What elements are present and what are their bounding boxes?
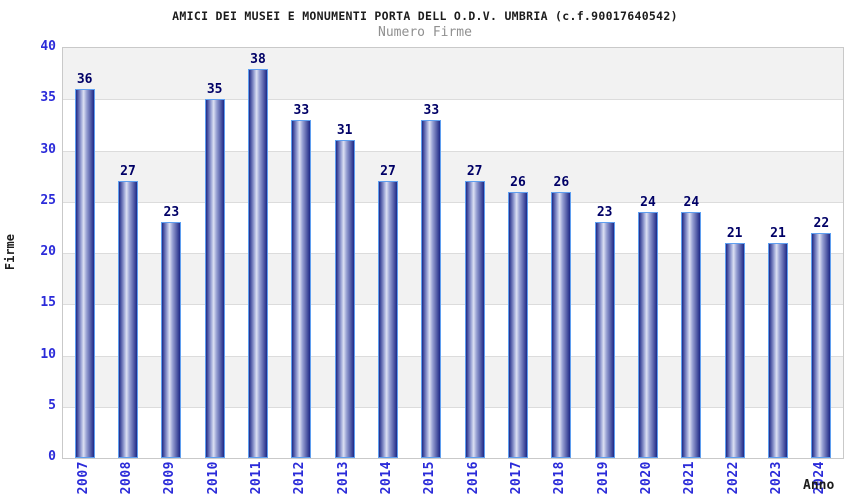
bar bbox=[378, 181, 398, 458]
x-tick-label: 2010 bbox=[205, 461, 221, 495]
bar-value-label: 23 bbox=[596, 205, 613, 221]
bar-value-label: 21 bbox=[726, 225, 743, 241]
grid-band bbox=[63, 304, 843, 356]
y-tick-label: 20 bbox=[40, 244, 56, 259]
bar-value-label: 26 bbox=[553, 174, 570, 190]
grid-line bbox=[63, 253, 843, 254]
bar-value-label: 31 bbox=[336, 123, 353, 139]
y-tick-label: 40 bbox=[40, 39, 56, 54]
plot-area: 36 27 23 35 38 33 31 27 33 27 26 26 23 24 24 21 21 22 bbox=[62, 47, 844, 459]
bar bbox=[118, 181, 138, 458]
x-tick-label: 2013 bbox=[335, 461, 351, 495]
bar bbox=[464, 181, 485, 458]
grid-band bbox=[63, 253, 843, 305]
bar bbox=[724, 242, 745, 458]
bar bbox=[74, 89, 95, 458]
x-tick-label: 2014 bbox=[379, 461, 394, 495]
bar-value-label: 36 bbox=[76, 72, 93, 87]
y-tick-label: 30 bbox=[40, 141, 56, 157]
bar-value-label: 21 bbox=[770, 225, 786, 241]
bar-value-label: 26 bbox=[510, 174, 526, 190]
grid-band bbox=[63, 406, 843, 458]
bar bbox=[248, 68, 268, 458]
bar-value-label: 27 bbox=[120, 164, 136, 180]
bar-value-label: 27 bbox=[380, 164, 396, 180]
bar bbox=[768, 242, 788, 458]
bar-value-label: 33 bbox=[293, 102, 310, 118]
grid-line bbox=[63, 406, 843, 408]
bar bbox=[204, 99, 225, 458]
x-tick-label: 2008 bbox=[119, 461, 134, 495]
x-tick-label: 2018 bbox=[552, 461, 568, 495]
x-tick-label: 2020 bbox=[639, 461, 654, 495]
chart-subtitle: Numero Firme bbox=[378, 25, 472, 40]
x-tick-label: 2009 bbox=[162, 461, 178, 495]
bar bbox=[508, 191, 528, 458]
grid-band bbox=[63, 355, 843, 407]
y-tick-label: 15 bbox=[40, 295, 56, 311]
x-tick-label: 2019 bbox=[595, 461, 611, 495]
grid-band bbox=[63, 150, 843, 202]
bar-value-label: 23 bbox=[163, 205, 180, 221]
x-tick-label: 2012 bbox=[292, 461, 308, 495]
grid-band bbox=[63, 99, 843, 151]
x-tick-label: 2011 bbox=[249, 461, 264, 495]
x-tick-label: 2022 bbox=[725, 461, 741, 495]
bar-value-label: 38 bbox=[250, 51, 266, 67]
x-tick-label: 2016 bbox=[465, 461, 481, 495]
grid-line bbox=[63, 150, 843, 152]
y-tick-label: 35 bbox=[40, 90, 56, 106]
bar-value-label: 27 bbox=[466, 164, 483, 180]
bar bbox=[334, 140, 355, 458]
bar bbox=[291, 119, 312, 458]
grid-band bbox=[63, 48, 843, 100]
x-tick-label: 2007 bbox=[75, 461, 91, 495]
y-tick-label: 25 bbox=[40, 192, 56, 208]
x-tick-label: 2017 bbox=[509, 461, 524, 495]
bar bbox=[681, 212, 702, 458]
grid-line bbox=[63, 99, 843, 101]
bar bbox=[811, 232, 832, 458]
x-axis-title: Anno bbox=[803, 478, 835, 493]
bar-value-label: 24 bbox=[640, 195, 656, 210]
bar bbox=[638, 212, 658, 458]
bar bbox=[594, 222, 615, 458]
x-tick-label: 2015 bbox=[422, 461, 438, 495]
y-tick-label: 0 bbox=[48, 449, 56, 464]
y-tick-label: 10 bbox=[40, 346, 56, 362]
bar-value-label: 24 bbox=[683, 195, 700, 210]
y-tick-label: 5 bbox=[48, 397, 56, 413]
bar bbox=[551, 191, 572, 458]
chart-title: AMICI DEI MUSEI E MONUMENTI PORTA DELL O… bbox=[172, 9, 678, 23]
grid-line bbox=[63, 355, 843, 357]
grid-line bbox=[63, 201, 843, 203]
grid-band bbox=[63, 201, 843, 253]
bar-value-label: 35 bbox=[206, 82, 223, 98]
bar-value-label: 22 bbox=[813, 215, 830, 231]
grid-line bbox=[63, 304, 843, 306]
bar-value-label: 33 bbox=[423, 102, 440, 118]
x-tick-label: 2021 bbox=[682, 461, 698, 495]
x-tick-label: 2023 bbox=[769, 461, 784, 495]
bar bbox=[421, 119, 442, 458]
bar bbox=[161, 222, 182, 458]
